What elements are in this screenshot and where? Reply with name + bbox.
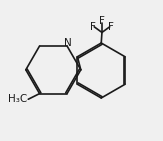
Text: F: F [99, 16, 105, 26]
Text: N: N [64, 38, 72, 48]
Text: F: F [108, 22, 114, 32]
Text: H₃C: H₃C [8, 94, 28, 104]
Text: F: F [89, 22, 95, 32]
